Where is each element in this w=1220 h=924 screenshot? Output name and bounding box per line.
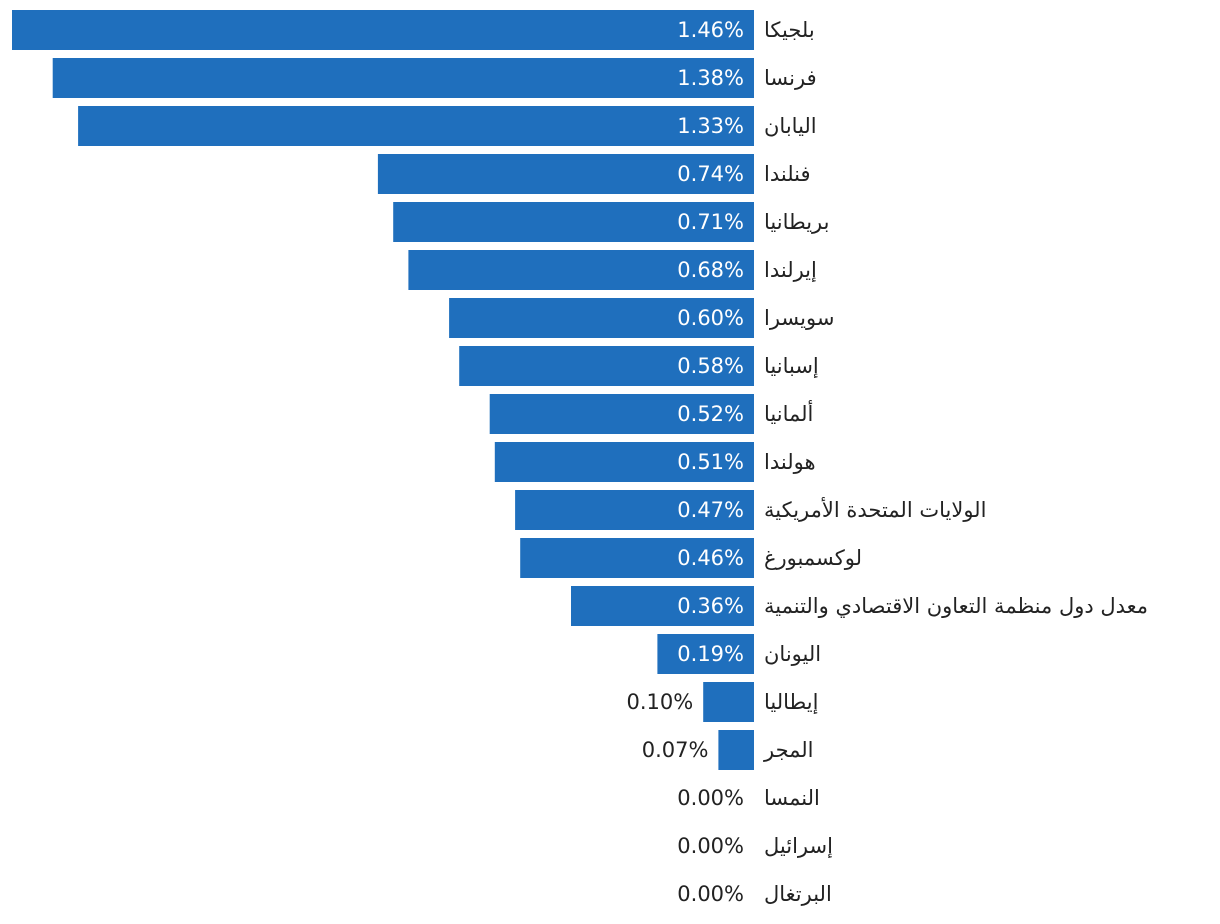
value-label: 0.00%: [677, 834, 744, 858]
category-label: هولندا: [764, 450, 816, 474]
bar: [12, 10, 754, 50]
category-label: فنلندا: [764, 162, 811, 186]
category-label: اليونان: [764, 642, 821, 666]
value-label: 0.10%: [626, 690, 693, 714]
bar: [515, 490, 754, 530]
category-label: اليابان: [764, 114, 817, 138]
bars-group: [12, 10, 755, 770]
bar: [393, 202, 754, 242]
value-label: 1.46%: [677, 18, 744, 42]
bar: [571, 586, 754, 626]
value-label: 0.74%: [677, 162, 744, 186]
category-label: بريطانيا: [764, 210, 829, 234]
value-label: 1.38%: [677, 66, 744, 90]
bar: [459, 346, 754, 386]
value-label: 0.36%: [677, 594, 744, 618]
category-label: لوكسمبورغ: [764, 546, 862, 570]
category-label: معدل دول منظمة التعاون الاقتصادي والتنمي…: [764, 594, 1148, 618]
bar: [657, 634, 754, 674]
category-label: بلجيكا: [764, 18, 815, 42]
bar: [449, 298, 754, 338]
value-label: 0.00%: [677, 882, 744, 906]
category-label: إسبانيا: [764, 354, 819, 379]
value-label: 1.33%: [677, 114, 744, 138]
category-label: فرنسا: [764, 66, 817, 90]
value-label: 0.19%: [677, 642, 744, 666]
bar: [78, 106, 755, 146]
value-label: 0.07%: [642, 738, 709, 762]
value-label: 0.60%: [677, 306, 744, 330]
value-label: 0.58%: [677, 354, 744, 378]
value-label: 0.68%: [677, 258, 744, 282]
category-labels-group: بلجيكا فرنسا اليابان فنلندا بريطانيا إيرلندا س…: [763, 18, 1148, 906]
bar: [408, 250, 754, 290]
category-label: سويسرا: [764, 306, 834, 330]
category-label: النمسا: [764, 786, 820, 810]
category-label: إيطاليا: [764, 690, 818, 715]
bar: [520, 538, 754, 578]
bar: [718, 730, 754, 770]
bar: [377, 154, 754, 194]
bar: [494, 442, 754, 482]
bar: [52, 58, 754, 98]
bar: [489, 394, 754, 434]
category-label: الولايات المتحدة الأمريكية: [764, 497, 986, 522]
value-label: 0.52%: [677, 402, 744, 426]
value-label: 0.71%: [677, 210, 744, 234]
category-label: البرتغال: [764, 882, 832, 906]
category-label: إيرلندا: [764, 258, 817, 283]
bar: [703, 682, 754, 722]
value-label: 0.00%: [677, 786, 744, 810]
category-label: ألمانيا: [764, 400, 813, 426]
value-label: 0.47%: [677, 498, 744, 522]
value-labels-group: 1.46% 1.38% 1.33% 0.74% 0.71% 0.68% 0.60% 0.58%…: [626, 18, 744, 906]
category-label: المجر: [763, 738, 814, 762]
category-label: إسرائيل: [764, 834, 833, 859]
value-label: 0.51%: [677, 450, 744, 474]
value-label: 0.46%: [677, 546, 744, 570]
